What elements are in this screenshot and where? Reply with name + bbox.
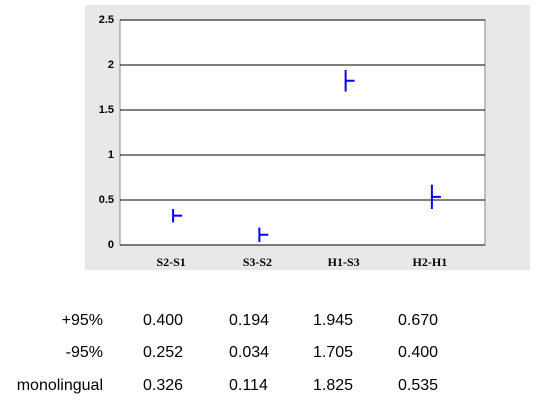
x-tick-label: S2-S1 [156,255,185,269]
table-cell: 0.535 [398,377,438,394]
y-tick-label: 0 [108,239,114,251]
row-label: -95% [66,344,103,361]
row-label: +95% [62,312,103,329]
y-tick-label: 2.5 [99,14,114,26]
y-tick-label: 2 [108,59,114,71]
y-tick-label: 1.5 [99,104,114,116]
x-tick-label: H1-S3 [328,255,360,269]
table-cell: 0.114 [229,377,268,394]
plot-area [119,19,486,246]
table-cell: 1.945 [313,312,353,329]
x-tick-label: H2-H1 [413,255,448,269]
row-label: monolingual [17,377,103,394]
table-cell: 0.034 [229,344,269,361]
y-tick-label: 0.5 [99,194,114,206]
table-cell: 1.825 [313,377,353,394]
table-cell: 1.705 [313,344,353,361]
table-cell: 0.252 [143,344,183,361]
table-cell: 0.670 [398,312,438,329]
y-tick-label: 1 [108,149,114,161]
table-cell: 0.400 [398,344,438,361]
x-tick-label: S3-S2 [243,255,272,269]
table-cell: 0.326 [143,377,183,394]
table-cell: 0.194 [229,312,269,329]
table-cell: 0.400 [143,312,183,329]
